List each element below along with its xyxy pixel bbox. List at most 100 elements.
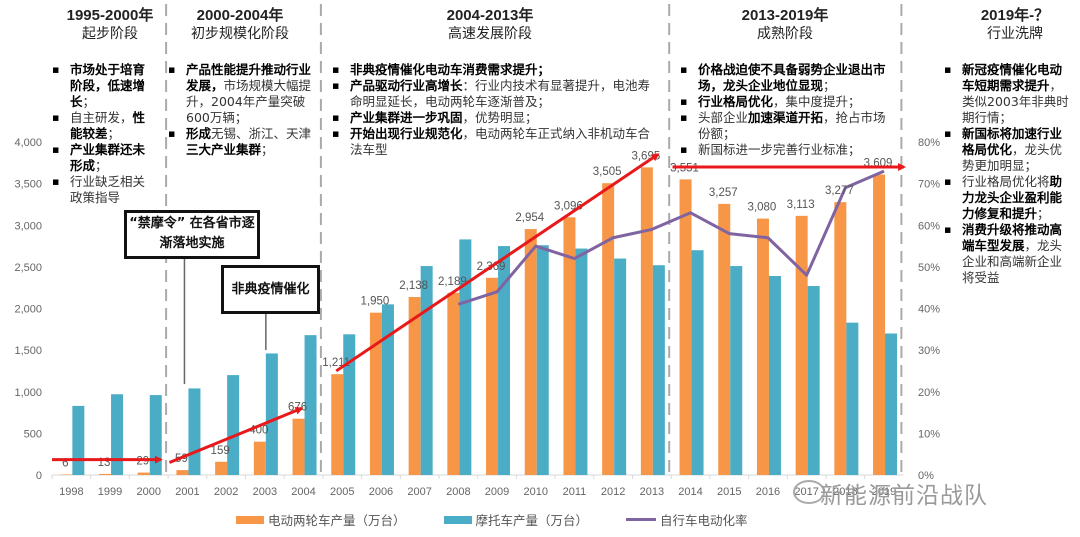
y-right-tick-label: 20% xyxy=(918,387,940,399)
callout-connectors xyxy=(183,253,267,384)
bar-motorcycle xyxy=(459,239,472,475)
bullet-text: 价格战迫使不具备弱势企业退出市场，龙头企业地位显现 xyxy=(698,62,886,93)
bar-motorcycle xyxy=(652,265,665,475)
data-label-ev: 3,257 xyxy=(709,187,738,199)
y-left-tick-label: 2,500 xyxy=(14,262,42,274)
x-tick-label: 2005 xyxy=(330,486,354,498)
bullet-text: ； xyxy=(95,158,108,173)
bullet-item: 头部企业加速渠道开拓，抢占市场份额； xyxy=(680,110,890,142)
stage-bullets-3: 非典疫情催化电动车消费需求提升；产品驱动行业高增长：行业内技术有显著提升，电池寿… xyxy=(332,62,662,158)
y-axis-right: 0% 10% 20% 30% 40% 50% 60% 70% 80% xyxy=(918,137,940,482)
bar-ev xyxy=(834,202,847,475)
bullet-item: 市场处于培育阶段，低速增长； xyxy=(52,62,148,110)
bullet-item: 行业缺乏相关政策指导 xyxy=(52,174,148,206)
stage-title-3: 2004-2013年 高速发展阶段 xyxy=(400,6,580,44)
bullet-text: 助力龙头企业盈利能力修复和提升 xyxy=(962,174,1063,221)
bullet-text: ； xyxy=(261,142,274,157)
callout-ban-policy: “禁摩令” 在各省市逐渐落地实施 xyxy=(124,210,260,259)
data-label-ev: 3,080 xyxy=(748,202,777,214)
bullet-text: ：行业内技术有显著提升，电池寿命明显延长，电动两轮车逐渐普及； xyxy=(350,78,651,109)
y-left-tick-label: 3,000 xyxy=(14,220,42,232)
x-tick-label: 2002 xyxy=(214,486,238,498)
stage-title-5: 2019年-？ 行业洗牌 xyxy=(950,6,1080,44)
bullet-item: 产业集群进一步巩固，优势明显； xyxy=(332,110,662,126)
bar-motorcycle xyxy=(730,266,743,475)
bullet-text: ，优势明显； xyxy=(462,110,538,125)
y-left-tick-label: 500 xyxy=(24,428,42,440)
x-tick-label: 2000 xyxy=(137,486,161,498)
bar-motorcycle xyxy=(227,375,240,475)
bar-ev xyxy=(253,441,266,475)
legend-swatch-purple xyxy=(626,518,657,521)
trend-arrow xyxy=(168,406,304,464)
bullet-text: ，集中度提升； xyxy=(773,94,861,109)
bar-ev xyxy=(176,470,189,475)
stage-bullets-2: 产品性能提升推动行业发展，市场规模大幅提升，2004年产量突破600万辆；形成无… xyxy=(168,62,318,158)
bullet-text: ； xyxy=(82,94,96,109)
bullet-text: ，龙头企业和高端新企业将受益 xyxy=(962,238,1063,285)
y-left-tick-label: 0 xyxy=(36,470,42,482)
bar-motorcycle xyxy=(536,245,549,475)
bullet-item: 产业集群还未形成； xyxy=(52,142,148,174)
data-label-ev: 6 xyxy=(62,458,68,470)
x-tick-label: 2015 xyxy=(717,486,741,498)
bullet-text: 消费升级将推动高端车型发展 xyxy=(962,222,1063,253)
y-right-tick-label: 30% xyxy=(918,345,940,357)
legend-item-ev: 电动两轮车产量（万台） xyxy=(236,510,406,529)
trend-arrow xyxy=(335,153,660,373)
bullet-text: 形成 xyxy=(186,126,212,141)
x-tick-label: 1998 xyxy=(59,486,83,498)
line-rate xyxy=(457,169,885,306)
bar-motorcycle xyxy=(846,322,859,475)
bar-ev xyxy=(408,297,421,475)
stage-name: 成熟阶段 xyxy=(757,26,813,42)
bullet-item: 新冠疫情催化电动车短期需求提升，类似2003年非典时期行情； xyxy=(944,62,1072,126)
trend-arrows xyxy=(52,153,907,464)
bar-ev xyxy=(640,167,653,476)
x-tick-label: 2011 xyxy=(563,486,587,498)
stage-bullets-4: 价格战迫使不具备弱势企业退出市场，龙头企业地位显现；行业格局优化，集中度提升；头… xyxy=(680,62,890,158)
bullet-text: 新国标将加速行业格局优化 xyxy=(962,126,1063,157)
bullet-item: 非典疫情催化电动车消费需求提升； xyxy=(332,62,662,78)
y-right-tick-label: 10% xyxy=(918,428,940,440)
bar-motorcycle xyxy=(575,248,588,475)
bar-motorcycle xyxy=(149,395,162,475)
bullet-text: 三大产业集群 xyxy=(186,142,262,157)
y-left-tick-label: 2,000 xyxy=(14,304,42,316)
data-label-ev: 3,505 xyxy=(593,166,622,178)
x-axis: 1998 1999 2000 2001 2002 2003 2004 2005 2006 2007… xyxy=(51,474,904,498)
bar-motorcycle xyxy=(807,286,820,475)
bar-ev xyxy=(524,229,537,475)
x-tick-label: 2008 xyxy=(446,486,470,498)
bar-ev xyxy=(679,179,692,475)
bullet-item: 产品性能提升推动行业发展，市场规模大幅提升，2004年产量突破600万辆； xyxy=(168,62,318,126)
bar-motorcycle xyxy=(265,353,278,475)
bullet-text: 行业格局优化将 xyxy=(962,174,1050,189)
bar-motorcycle xyxy=(72,405,85,475)
bar-ev xyxy=(718,203,731,476)
x-tick-label: 2013 xyxy=(640,486,664,498)
stage-bullets-5: 新冠疫情催化电动车短期需求提升，类似2003年非典时期行情；新国标将加速行业格局… xyxy=(944,62,1072,286)
data-label-ev: 3,113 xyxy=(787,199,815,211)
x-tick-label: 2007 xyxy=(407,486,431,498)
y-right-tick-label: 40% xyxy=(918,304,940,316)
y-right-tick-label: 0% xyxy=(918,470,934,482)
bar-ev xyxy=(563,217,576,475)
x-tick-label: 2014 xyxy=(678,486,702,498)
legend-label: 电动两轮车产量（万台） xyxy=(268,513,406,528)
x-tick-label: 2006 xyxy=(369,486,393,498)
bullet-text: 市场规模大幅提升，2004年产量突破600万辆； xyxy=(186,78,312,125)
bar-motorcycle xyxy=(885,333,898,475)
bar-ev xyxy=(486,277,499,475)
bar-motorcycle xyxy=(304,335,317,475)
bar-ev xyxy=(795,215,808,475)
bullet-item: 新国标进一步完善行业标准； xyxy=(680,142,890,158)
stage-years: 2019年-？ xyxy=(980,7,1050,24)
data-label-ev: 159 xyxy=(211,445,230,457)
x-tick-label: 2003 xyxy=(253,486,277,498)
bar-motorcycle xyxy=(498,246,511,475)
y-left-tick-label: 1,000 xyxy=(14,387,42,399)
data-label-ev: 29 xyxy=(136,456,149,468)
legend: 电动两轮车产量（万台） 摩托车产量（万台） 自行车电动化率 xyxy=(236,510,748,529)
